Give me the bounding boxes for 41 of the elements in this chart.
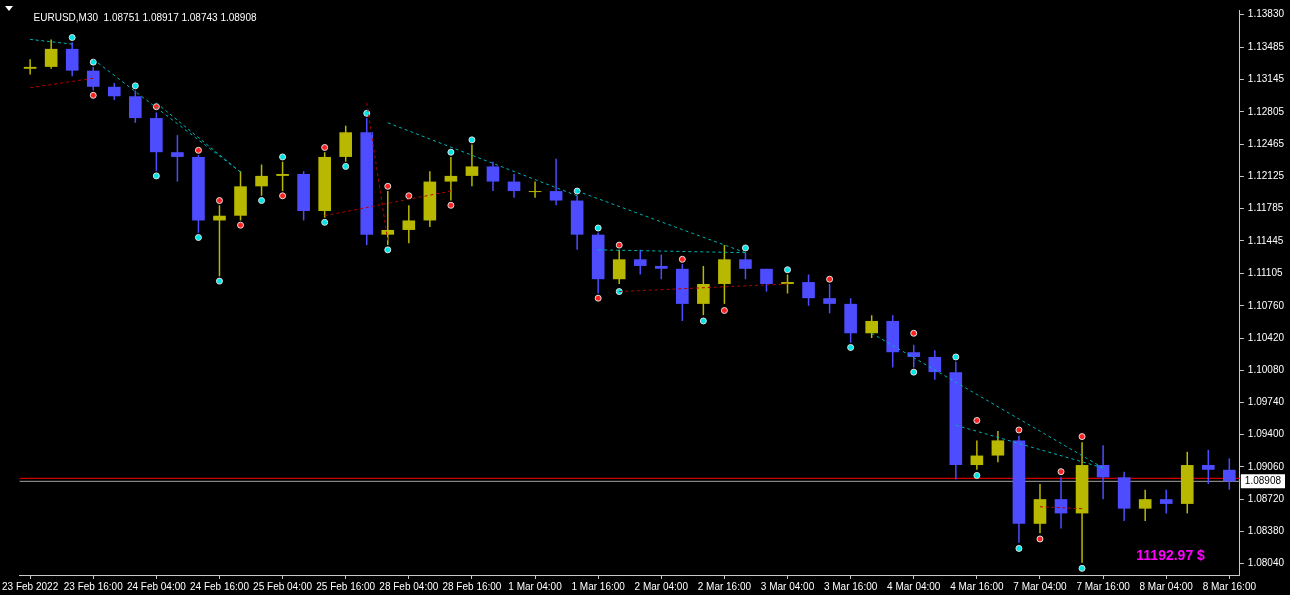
annotation: 11192.97 $ bbox=[1136, 546, 1206, 563]
y-tick-label: 1.10080 bbox=[1247, 363, 1285, 375]
y-tick-label: 1.10760 bbox=[1247, 299, 1285, 311]
x-tick-label: 23 Feb 2022 bbox=[2, 580, 59, 592]
ref-line-label: 1.08908 bbox=[1244, 475, 1282, 487]
x-tick-label: 8 Mar 04:00 bbox=[1139, 580, 1194, 592]
x-tick-label: 28 Feb 16:00 bbox=[442, 580, 502, 592]
x-tick-label: 8 Mar 16:00 bbox=[1202, 580, 1257, 592]
x-tick-label: 28 Feb 04:00 bbox=[379, 580, 439, 592]
x-tick-label: 4 Mar 16:00 bbox=[950, 580, 1004, 592]
x-tick-label: 24 Feb 16:00 bbox=[190, 580, 250, 592]
y-tick-label: 1.11105 bbox=[1247, 266, 1283, 278]
x-tick-label: 1 Mar 04:00 bbox=[508, 580, 563, 592]
y-tick-label: 1.11785 bbox=[1247, 202, 1284, 214]
y-tick-label: 1.12805 bbox=[1247, 105, 1285, 117]
y-tick-label: 1.13485 bbox=[1247, 41, 1285, 53]
y-tick-label: 1.13145 bbox=[1247, 73, 1285, 85]
y-tick-label: 1.08380 bbox=[1247, 525, 1285, 537]
y-tick-label: 1.13830 bbox=[1247, 8, 1285, 20]
y-tick-label: 1.11445 bbox=[1247, 234, 1284, 246]
x-tick-label: 25 Feb 16:00 bbox=[316, 580, 376, 592]
y-tick-label: 1.09400 bbox=[1247, 428, 1285, 440]
x-tick-label: 3 Mar 16:00 bbox=[823, 580, 878, 592]
x-tick-label: 2 Mar 16:00 bbox=[697, 580, 752, 592]
x-tick-label: 24 Feb 04:00 bbox=[126, 580, 187, 592]
y-tick-label: 1.08720 bbox=[1247, 492, 1285, 504]
y-tick-label: 1.12125 bbox=[1247, 170, 1285, 182]
x-tick-label: 7 Mar 16:00 bbox=[1076, 580, 1131, 592]
y-tick-label: 1.12465 bbox=[1247, 137, 1285, 149]
x-tick-label: 2 Mar 04:00 bbox=[634, 580, 689, 592]
x-tick-label: 7 Mar 04:00 bbox=[1013, 580, 1068, 592]
y-tick-label: 1.09060 bbox=[1247, 460, 1285, 472]
x-tick-label: 23 Feb 16:00 bbox=[63, 580, 124, 592]
x-tick-label: 1 Mar 16:00 bbox=[571, 580, 626, 592]
x-tick-label: 3 Mar 04:00 bbox=[760, 580, 815, 592]
x-tick-label: 4 Mar 04:00 bbox=[887, 580, 941, 592]
y-tick-label: 1.09740 bbox=[1247, 396, 1285, 408]
chart-title: EURUSD,M30 1.08751 1.08917 1.08743 1.08908 bbox=[33, 11, 257, 23]
x-tick-label: 25 Feb 04:00 bbox=[253, 580, 313, 592]
y-tick-label: 1.08040 bbox=[1247, 557, 1285, 569]
y-tick-label: 1.10420 bbox=[1247, 331, 1285, 343]
